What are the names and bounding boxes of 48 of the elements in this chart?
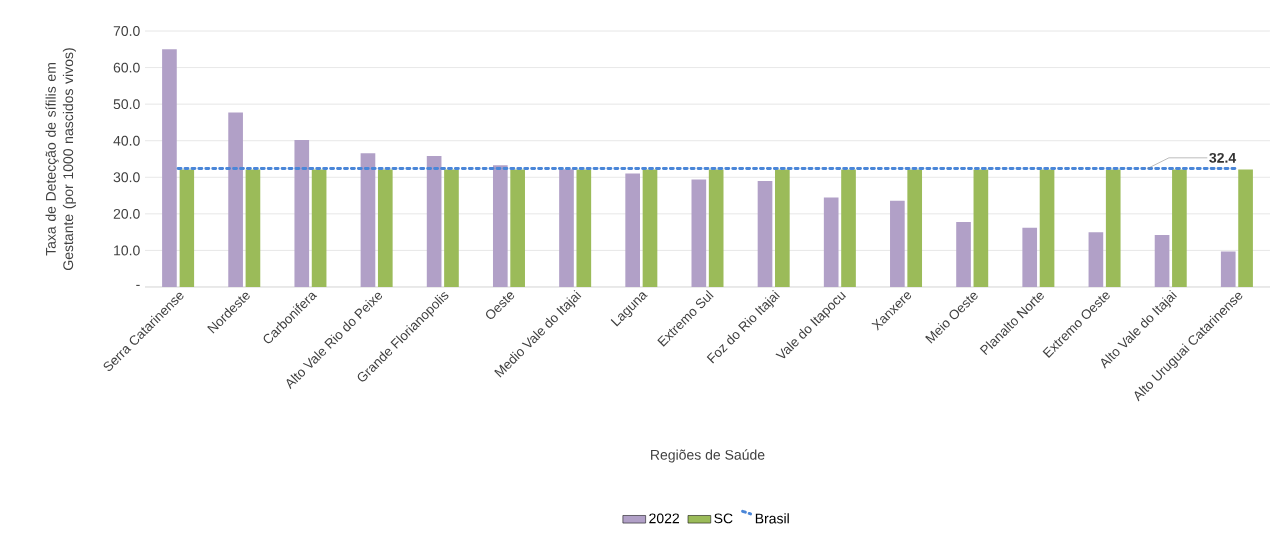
bar [444, 169, 459, 287]
bar [377, 169, 393, 287]
data-label: 32.4 [1209, 152, 1237, 163]
y-tick-label: 50.0 [113, 99, 140, 110]
bar [625, 173, 640, 287]
y-tick-label: 10.0 [114, 245, 140, 256]
bar [841, 169, 856, 287]
bar [576, 169, 592, 287]
legend-label: Brasil [755, 513, 789, 524]
bar [294, 139, 310, 287]
bar [642, 169, 658, 287]
bar [907, 169, 923, 287]
bar [1154, 235, 1170, 287]
legend-label: 2022 [649, 513, 679, 524]
y-tick-label: 30.0 [113, 172, 140, 183]
bar [179, 169, 195, 287]
bar [691, 179, 707, 287]
bar [1088, 232, 1104, 287]
bar [708, 169, 724, 287]
bar [1172, 169, 1187, 287]
y-tick-label: 40.0 [113, 135, 140, 146]
bar [823, 197, 839, 287]
bar [775, 169, 790, 287]
bar [245, 169, 261, 287]
bar [510, 169, 525, 287]
bar [1039, 169, 1055, 287]
bar [311, 169, 327, 287]
bar [1220, 251, 1236, 287]
bar [162, 49, 177, 287]
bar [1238, 169, 1253, 287]
y-tick-label: 60.0 [113, 62, 140, 73]
bar [890, 200, 905, 287]
bar [426, 156, 442, 287]
y-tick-label: 20.0 [113, 208, 140, 219]
bar [228, 112, 243, 287]
bar [973, 169, 989, 287]
y-tick-label: - [136, 284, 140, 286]
bar [559, 169, 574, 287]
x-axis-title: Regiões de Saúde [651, 449, 765, 463]
bar [492, 165, 508, 287]
bar [956, 221, 971, 287]
bar [1105, 169, 1121, 287]
y-axis-title: Taxa de Detecção de sífilis em Gestante (por 1000 nascidos vivos) [45, 48, 76, 270]
bar [360, 153, 376, 287]
bar [757, 180, 773, 287]
y-tick-label: 70.0 [113, 26, 140, 36]
legend-label: SC [714, 513, 733, 524]
bar [1022, 227, 1038, 287]
